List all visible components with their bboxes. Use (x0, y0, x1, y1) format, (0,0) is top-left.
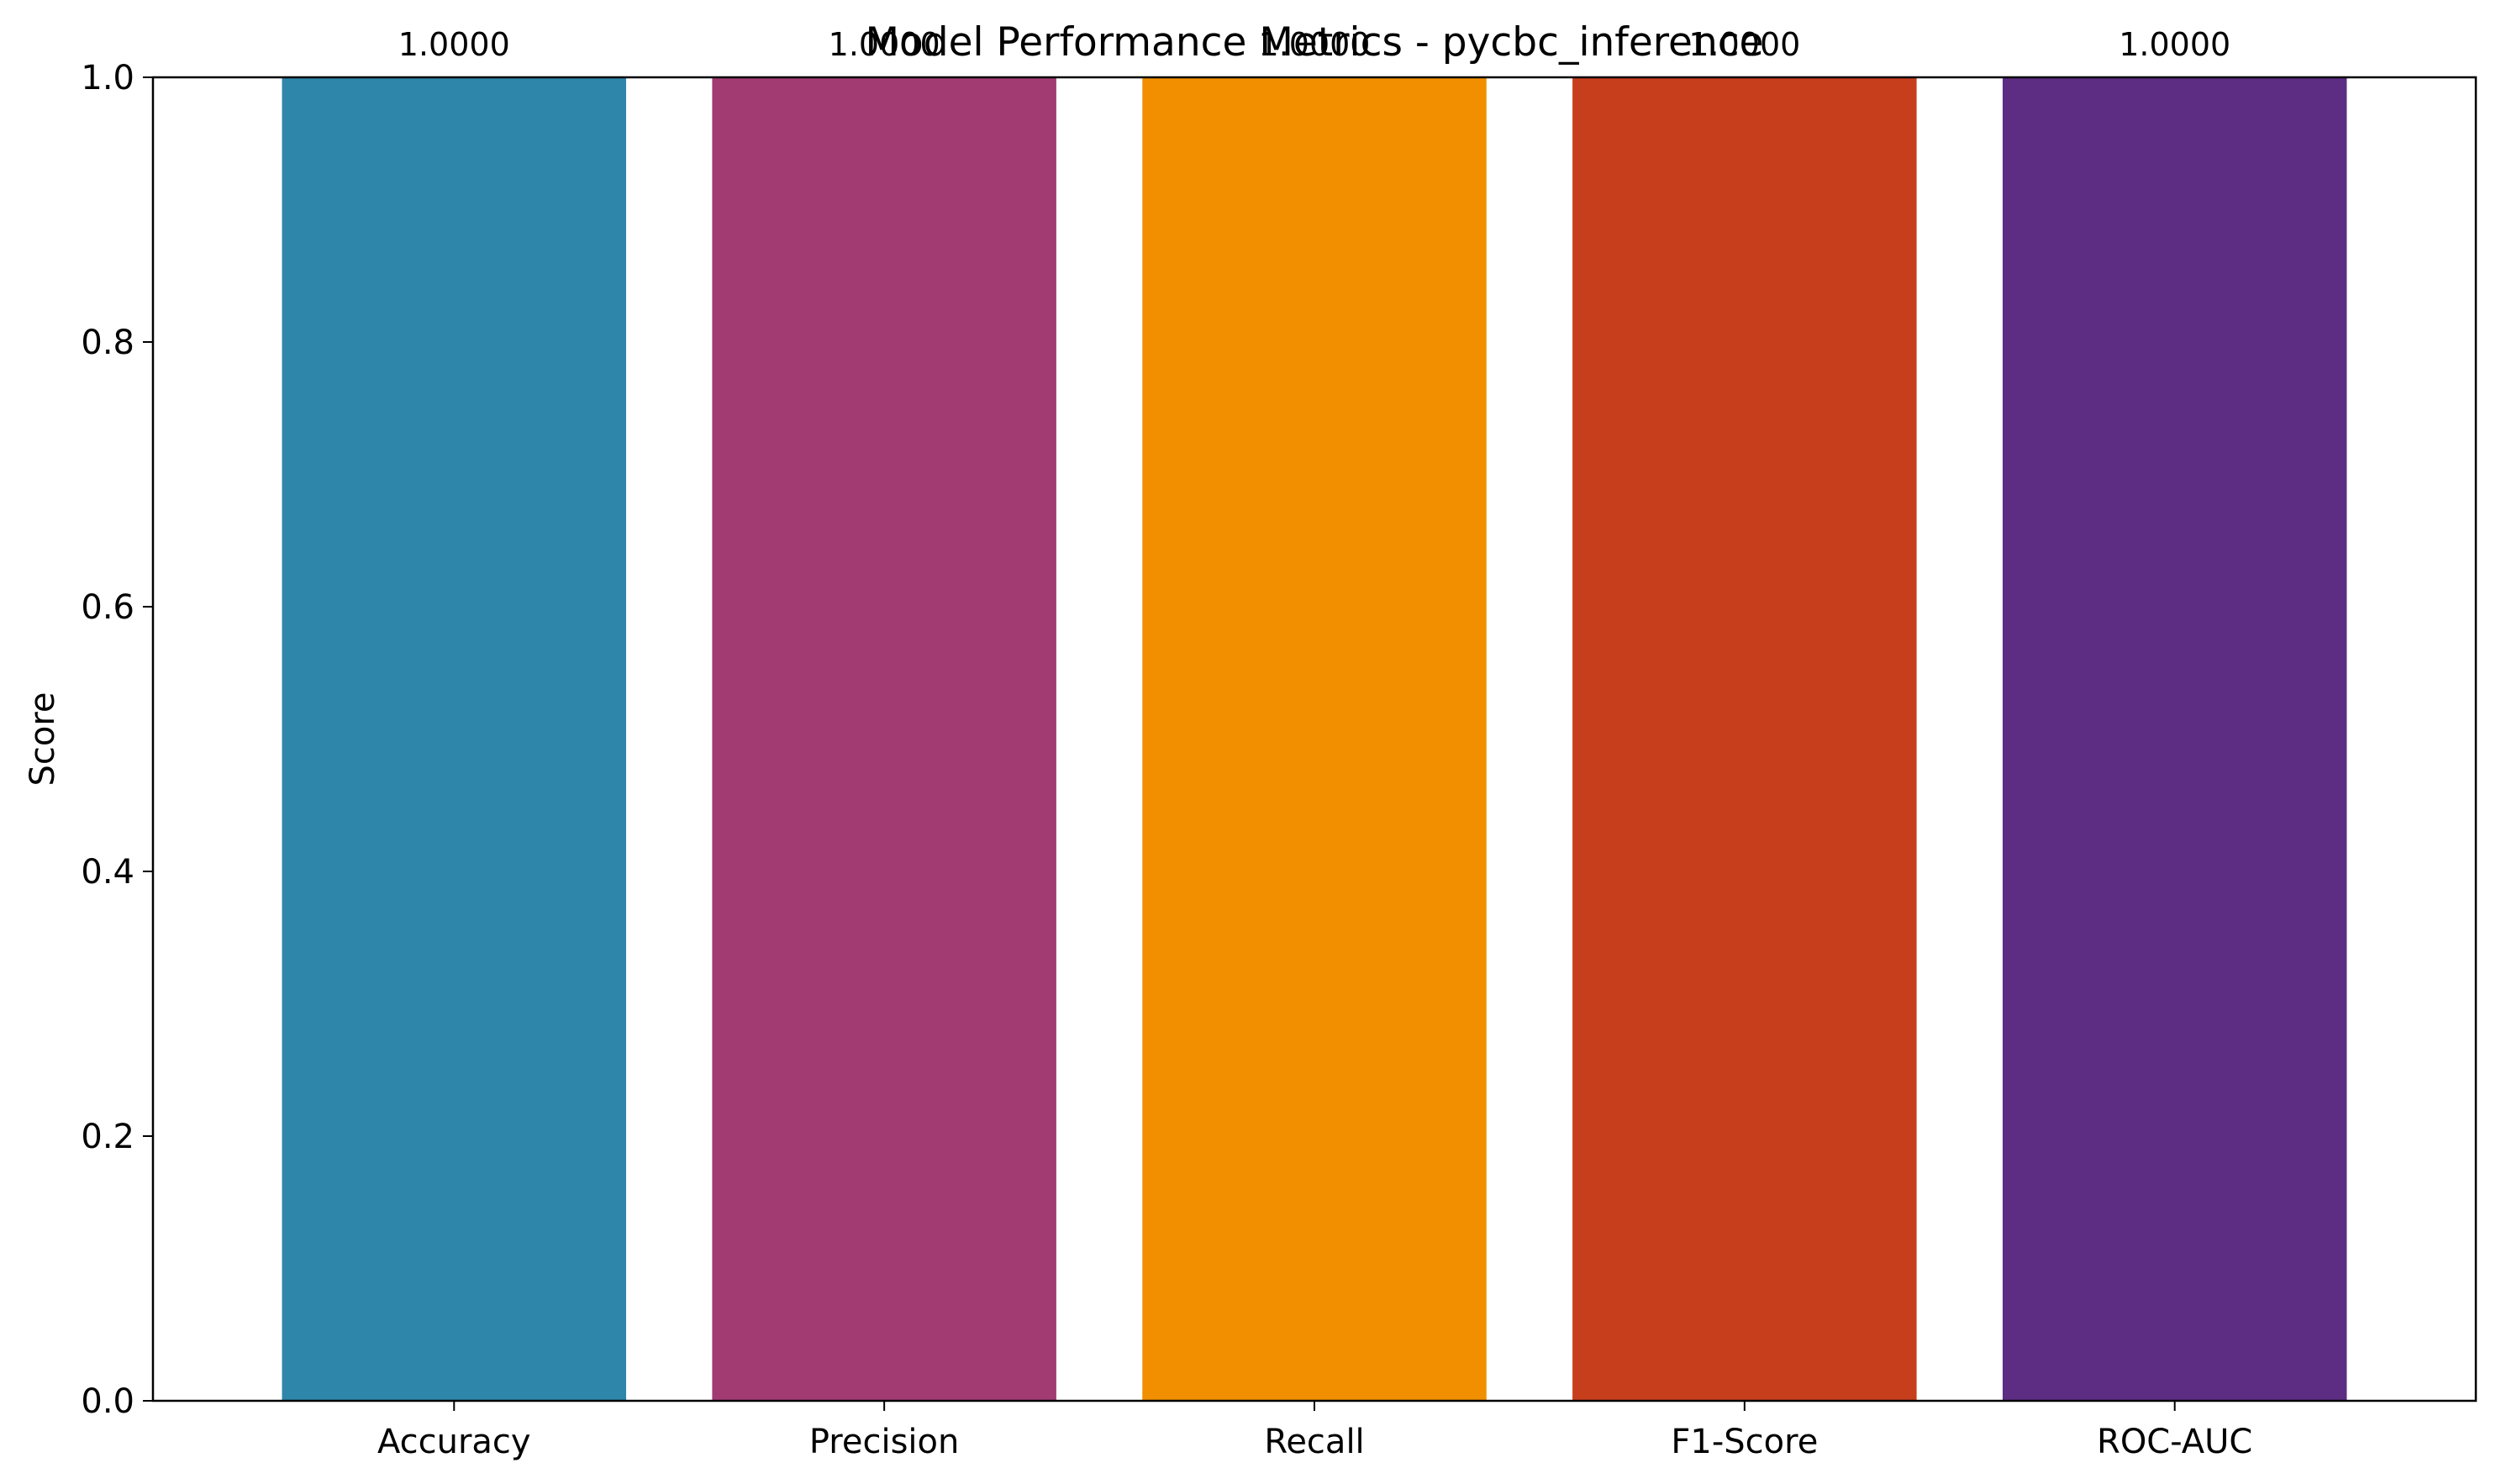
x-tick-label: F1-Score (1671, 1423, 1818, 1461)
data-label: 1.0000 (2119, 26, 2230, 63)
x-axis: Accuracy Precision Recall F1-Score ROC-AUC (377, 1401, 2252, 1461)
y-axis-label: Score (24, 692, 62, 786)
x-tick-label: Precision (809, 1423, 959, 1461)
y-tick-label: 0.0 (81, 1382, 134, 1421)
bar-recall (1142, 77, 1487, 1401)
bar-f1-score (1572, 77, 1917, 1401)
x-tick-label: Recall (1264, 1423, 1364, 1461)
value-labels-layer: 1.0000 1.0000 1.0000 1.0000 1.0000 (398, 26, 2230, 63)
bars-layer (282, 77, 2347, 1401)
chart-title: Model Performance Metrics - pycbc_infere… (866, 19, 1764, 66)
bar-precision (712, 77, 1056, 1401)
y-axis: 0.0 0.2 0.4 0.6 0.8 1.0 (81, 59, 153, 1421)
x-tick-label: Accuracy (377, 1423, 531, 1461)
y-tick-label: 0.4 (81, 853, 134, 892)
y-tick-label: 0.2 (81, 1118, 134, 1156)
bar-accuracy (282, 77, 627, 1401)
data-label: 1.0000 (1259, 26, 1371, 63)
x-tick-label: ROC-AUC (2097, 1423, 2252, 1461)
bar-roc-auc (2002, 77, 2347, 1401)
data-label: 1.0000 (829, 26, 940, 63)
y-tick-label: 0.8 (81, 324, 134, 362)
data-label: 1.0000 (398, 26, 510, 63)
data-label: 1.0000 (1688, 26, 1800, 63)
y-tick-label: 0.6 (81, 588, 134, 627)
y-tick-label: 1.0 (81, 59, 134, 97)
